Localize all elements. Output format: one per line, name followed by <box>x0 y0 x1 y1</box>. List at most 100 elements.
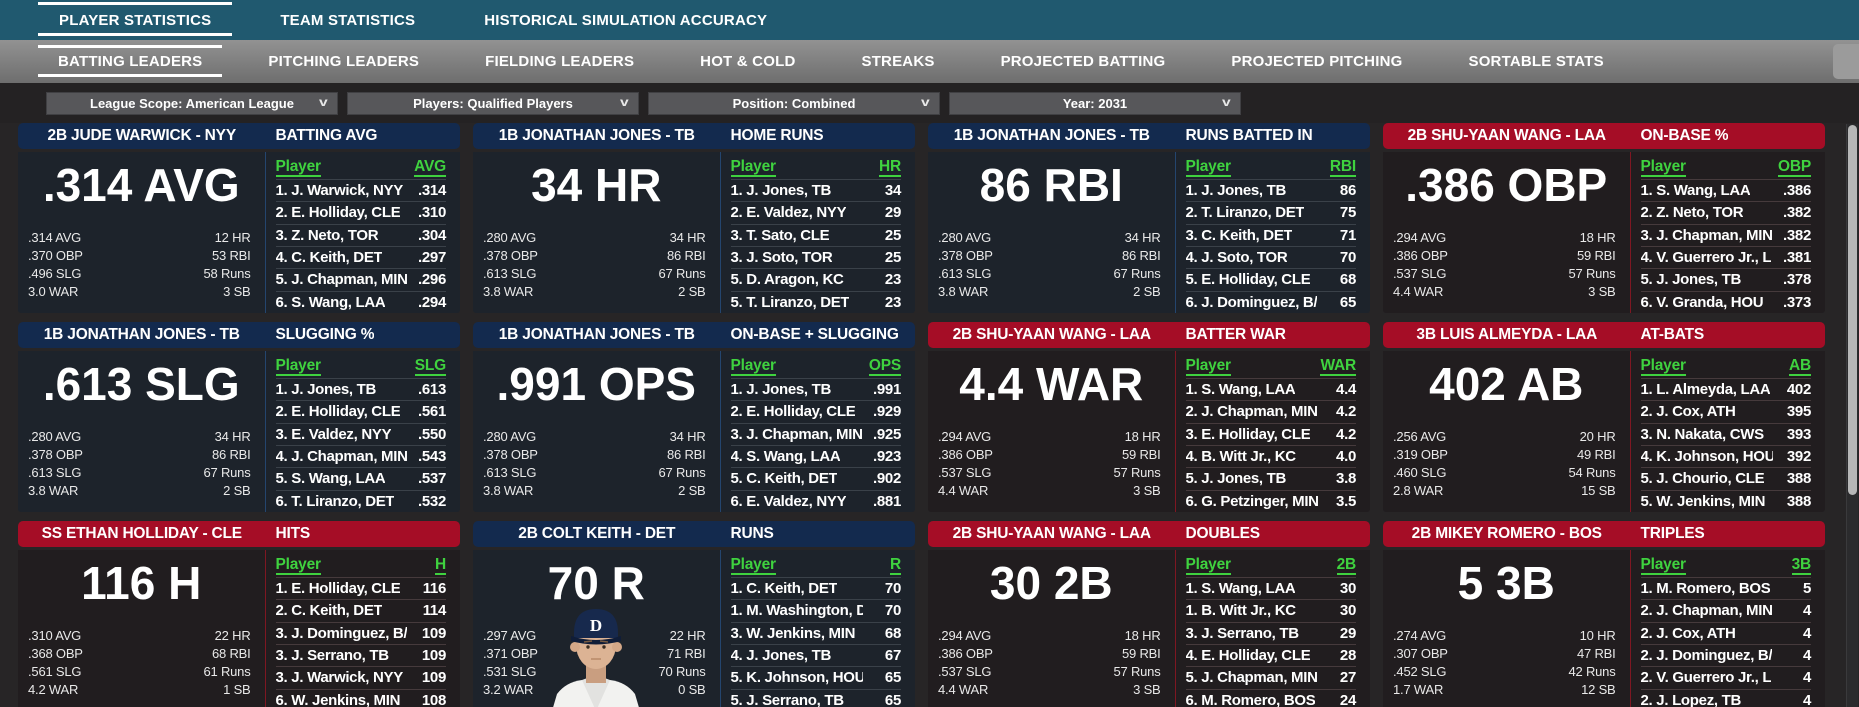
tab-fielding-leaders[interactable]: FIELDING LEADERS <box>485 53 635 70</box>
leaderboard-player[interactable]: 2. E. Holliday, CLE <box>730 403 856 421</box>
leaderboard-row[interactable]: 3. J. Soto, TOR 25 <box>730 245 901 268</box>
leaderboard-row[interactable]: 5. J. Serrano, TB 65 <box>730 688 901 707</box>
leaderboard-row[interactable]: 3. J. Chapman, MIN .925 <box>730 422 901 445</box>
leaderboard-row[interactable]: 6. W. Jenkins, MIN 108 <box>275 688 446 707</box>
leaderboard-player[interactable]: 2. J. Cox, ATH <box>1640 403 1736 421</box>
stat-column-header[interactable]: SLG <box>414 357 446 376</box>
leaderboard-row[interactable]: 5. J. Chourio, CLE 388 <box>1640 467 1811 489</box>
leaderboard-player[interactable]: 5. K. Johnson, HOU <box>730 669 864 687</box>
leaderboard-row[interactable]: 3. J. Dominguez, B/109 <box>275 621 446 644</box>
tab-projected-batting[interactable]: PROJECTED BATTING <box>1000 53 1166 70</box>
tab-player-statistics[interactable]: PLAYER STATISTICS <box>38 0 233 40</box>
leaderboard-row[interactable]: 1. J. Jones, TB 34 <box>730 179 901 201</box>
leaderboard-row[interactable]: 6. M. Romero, BOS 24 <box>1185 688 1356 707</box>
leaderboard-row[interactable]: 6. E. Valdez, NYY .881 <box>730 489 901 512</box>
stat-column-header[interactable]: R <box>890 556 901 575</box>
leaderboard-row[interactable]: 1. J. Jones, TB .613 <box>275 378 446 400</box>
player-column-header[interactable]: Player <box>730 158 776 177</box>
leaderboard-row[interactable]: 5. J. Chapman, MIN 27 <box>1185 666 1356 688</box>
stat-column-header[interactable]: 3B <box>1791 556 1811 575</box>
leaderboard-row[interactable]: 1. S. Wang, LAA .386 <box>1640 179 1811 201</box>
leaderboard-player[interactable]: 3. E. Valdez, NYY <box>275 425 392 443</box>
leaderboard-player[interactable]: 4. K. Johnson, HOU <box>1640 448 1774 466</box>
stat-column-header[interactable]: OPS <box>868 357 901 376</box>
scrollbar-thumb[interactable] <box>1848 125 1857 495</box>
player-column-header[interactable]: Player <box>1185 158 1231 177</box>
leaderboard-row[interactable]: 3. J. Chapman, MIN .382 <box>1640 223 1811 246</box>
leaderboard-player[interactable]: 2. E. Holliday, CLE <box>275 204 401 222</box>
leaderboard-player[interactable]: 3. J. Dominguez, B/ <box>275 624 408 642</box>
player-column-header[interactable]: Player <box>275 357 321 376</box>
card-player-title[interactable]: 2B SHU-YAAN WANG - LAA <box>1407 127 1606 144</box>
year-filter-dropdown[interactable]: Year: 2031 v <box>949 91 1241 115</box>
leaderboard-player[interactable]: 4. J. Chapman, MIN <box>275 448 408 466</box>
leaderboard-row[interactable]: 1. E. Holliday, CLE 116 <box>275 577 446 599</box>
leaderboard-row[interactable]: 4. B. Witt Jr., KC 4.0 <box>1185 444 1356 467</box>
leaderboard-row[interactable]: 4. S. Wang, LAA .923 <box>730 444 901 467</box>
player-column-header[interactable]: Player <box>730 556 776 575</box>
tab-pitching-leaders[interactable]: PITCHING LEADERS <box>268 53 420 70</box>
leaderboard-row[interactable]: 2. T. Liranzo, DET 75 <box>1185 201 1356 223</box>
leaderboard-row[interactable]: 2. E. Holliday, CLE .310 <box>275 201 446 223</box>
leaderboard-row[interactable]: 4. J. Soto, TOR 70 <box>1185 245 1356 268</box>
leaderboard-row[interactable]: 3. J. Warwick, NYY 109 <box>275 666 446 688</box>
leaderboard-row[interactable]: 5. T. Liranzo, DET 23 <box>730 290 901 313</box>
leaderboard-player[interactable]: 1. J. Jones, TB <box>1185 182 1287 200</box>
leaderboard-player[interactable]: 3. J. Soto, TOR <box>730 249 833 267</box>
leaderboard-player[interactable]: 5. T. Liranzo, DET <box>730 293 850 311</box>
player-column-header[interactable]: Player <box>1185 556 1231 575</box>
player-column-header[interactable]: Player <box>1185 357 1231 376</box>
position-filter-dropdown[interactable]: Position: Combined v <box>648 91 940 115</box>
stat-column-header[interactable]: AVG <box>414 158 446 177</box>
leaderboard-row[interactable]: 2. E. Valdez, NYY 29 <box>730 201 901 223</box>
leaderboard-row[interactable]: 5. E. Holliday, CLE 68 <box>1185 268 1356 290</box>
leaderboard-row[interactable]: 5. C. Keith, DET .902 <box>730 467 901 489</box>
leaderboard-row[interactable]: 3. J. Serrano, TB 109 <box>275 643 446 666</box>
leaderboard-row[interactable]: 2. C. Keith, DET 114 <box>275 599 446 621</box>
player-column-header[interactable]: Player <box>1640 556 1686 575</box>
nav-overflow-button[interactable] <box>1833 44 1859 79</box>
leaderboard-player[interactable]: 1. M. Romero, BOS <box>1640 580 1771 598</box>
tab-historical-simulation-accuracy[interactable]: HISTORICAL SIMULATION ACCURACY <box>484 11 768 29</box>
leaderboard-player[interactable]: 3. Z. Neto, TOR <box>275 226 379 244</box>
leaderboard-row[interactable]: 3. C. Keith, DET 71 <box>1185 223 1356 246</box>
leaderboard-player[interactable]: 1. S. Wang, LAA <box>1640 182 1751 200</box>
leaderboard-player[interactable]: 2. Z. Neto, TOR <box>1640 204 1744 222</box>
leaderboard-row[interactable]: 6. T. Liranzo, DET .532 <box>275 489 446 512</box>
leaderboard-player[interactable]: 6. M. Romero, BOS <box>1185 691 1316 707</box>
leaderboard-row[interactable]: 6. J. Dominguez, B/65 <box>1185 290 1356 313</box>
leaderboard-player[interactable]: 5. C. Keith, DET <box>730 470 838 488</box>
card-player-title[interactable]: 2B COLT KEITH - DET <box>518 525 676 542</box>
player-column-header[interactable]: Player <box>275 556 321 575</box>
leaderboard-player[interactable]: 3. W. Jenkins, MIN <box>730 624 856 642</box>
card-player-title[interactable]: 1B JONATHAN JONES - TB <box>498 326 695 343</box>
player-column-header[interactable]: Player <box>275 158 321 177</box>
leaderboard-player[interactable]: 5. J. Chapman, MIN <box>275 271 408 289</box>
leaderboard-row[interactable]: 5. J. Jones, TB 3.8 <box>1185 467 1356 489</box>
leaderboard-row[interactable]: 2. E. Holliday, CLE .929 <box>730 400 901 422</box>
leaderboard-player[interactable]: 5. J. Jones, TB <box>1640 271 1742 289</box>
leaderboard-player[interactable]: 1. E. Holliday, CLE <box>275 580 401 598</box>
leaderboard-player[interactable]: 1. C. Keith, DET <box>730 580 838 598</box>
scrollbar[interactable] <box>1846 124 1858 707</box>
leaderboard-row[interactable]: 2. J. Cox, ATH 395 <box>1640 400 1811 422</box>
tab-streaks[interactable]: STREAKS <box>861 53 935 70</box>
leaderboard-player[interactable]: 6. S. Wang, LAA <box>275 293 386 311</box>
leaderboard-row[interactable]: 1. C. Keith, DET 70 <box>730 577 901 599</box>
leaderboard-row[interactable]: 4. V. Guerrero Jr., L .381 <box>1640 245 1811 268</box>
leaderboard-row[interactable]: 4. K. Johnson, HOU 392 <box>1640 444 1811 467</box>
leaderboard-row[interactable]: 2. J. Dominguez, B/4 <box>1640 643 1811 666</box>
leaderboard-row[interactable]: 1. L. Almeyda, LAA 402 <box>1640 378 1811 400</box>
leaderboard-player[interactable]: 4. E. Holliday, CLE <box>1185 647 1311 665</box>
tab-projected-pitching[interactable]: PROJECTED PITCHING <box>1231 53 1403 70</box>
leaderboard-player[interactable]: 2. C. Keith, DET <box>275 602 383 620</box>
leaderboard-player[interactable]: 2. J. Cox, ATH <box>1640 624 1736 642</box>
leaderboard-player[interactable]: 2. V. Guerrero Jr., L <box>1640 669 1772 687</box>
leaderboard-row[interactable]: 2. V. Guerrero Jr., L 4 <box>1640 666 1811 688</box>
player-column-header[interactable]: Player <box>1640 357 1686 376</box>
leaderboard-row[interactable]: 2. E. Holliday, CLE .561 <box>275 400 446 422</box>
leaderboard-player[interactable]: 5. J. Chourio, CLE <box>1640 470 1765 488</box>
leaderboard-player[interactable]: 1. S. Wang, LAA <box>1185 381 1296 399</box>
leaderboard-player[interactable]: 3. J. Warwick, NYY <box>275 669 403 687</box>
leaderboard-row[interactable]: 4. J. Jones, TB 67 <box>730 643 901 666</box>
